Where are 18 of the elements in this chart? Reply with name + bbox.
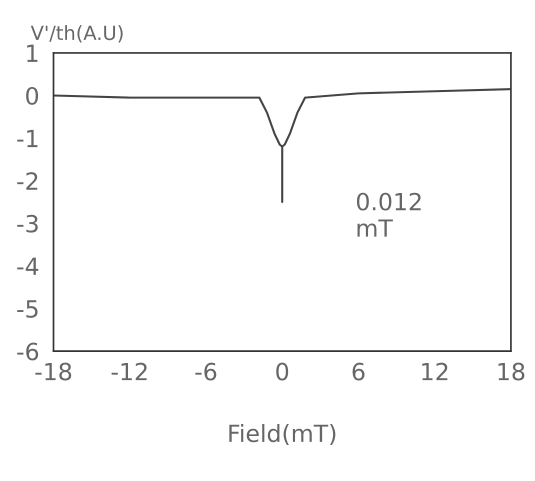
- y-tick-label: 1: [27, 44, 38, 62]
- x-tick-label: 0: [276, 362, 288, 381]
- x-tick-label: -18: [35, 362, 72, 381]
- y-tick-label: -5: [17, 300, 38, 318]
- y-tick-label: -1: [17, 130, 38, 148]
- x-tick-label: 18: [498, 362, 524, 381]
- y-tick-label: 0: [26, 86, 38, 105]
- y-tick-label: -4: [17, 258, 38, 275]
- y-tick-label: -6: [17, 342, 38, 360]
- x-tick-label: -6: [195, 362, 216, 381]
- annotation: 0.012 mT: [356, 192, 421, 237]
- y-axis-title: V'/th(A.U): [30, 25, 123, 42]
- x-tick-label: 6: [352, 362, 364, 381]
- y-tick-label: -3: [17, 214, 38, 233]
- x-tick-label: 12: [422, 362, 448, 380]
- x-tick-label: -12: [112, 362, 147, 380]
- y-tick-label: -2: [17, 172, 38, 190]
- x-axis-title: Field(mT): [229, 424, 336, 446]
